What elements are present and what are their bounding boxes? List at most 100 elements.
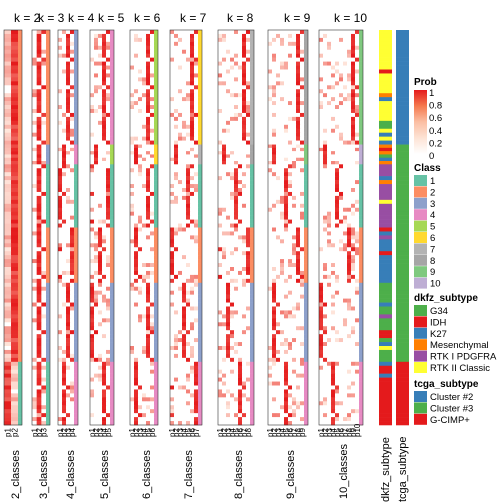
class-strip-cell bbox=[250, 334, 254, 339]
class-strip-cell bbox=[250, 310, 254, 315]
class-strip-cell bbox=[110, 274, 114, 280]
column-tick-label: p1 bbox=[168, 428, 177, 437]
prob-cell bbox=[70, 195, 75, 201]
class-strip-cell bbox=[304, 57, 308, 62]
prob-cell bbox=[242, 334, 247, 339]
prob-cell bbox=[90, 223, 95, 228]
prob-cell bbox=[246, 147, 251, 152]
class-strip-cell bbox=[154, 255, 158, 260]
prob-cell bbox=[186, 89, 191, 94]
prob-cell bbox=[138, 306, 143, 311]
prob-cell bbox=[66, 393, 71, 398]
class-strip-cell bbox=[18, 180, 22, 185]
prob-cell bbox=[70, 215, 75, 220]
prob-cell bbox=[186, 211, 191, 216]
prob-cell bbox=[11, 227, 19, 232]
class-strip-cell bbox=[250, 401, 254, 406]
class-strip-cell bbox=[18, 342, 22, 347]
prob-cell bbox=[130, 151, 135, 155]
prob-cell bbox=[102, 318, 107, 323]
prob-cell bbox=[194, 101, 199, 106]
prob-cell bbox=[130, 53, 135, 58]
class-strip-cell bbox=[304, 105, 308, 110]
prob-cell bbox=[288, 180, 293, 185]
prob-cell bbox=[102, 120, 107, 126]
class-strip-cell bbox=[250, 365, 254, 370]
prob-cell bbox=[242, 101, 247, 106]
prob-cell bbox=[170, 168, 175, 173]
prob-cell bbox=[292, 116, 297, 122]
prob-cell bbox=[41, 124, 47, 130]
prob-cell bbox=[32, 191, 37, 197]
prob-cell bbox=[11, 361, 19, 367]
class-strip-cell bbox=[250, 191, 254, 197]
prob-cell bbox=[62, 322, 67, 327]
prob-cell bbox=[58, 207, 63, 212]
prob-cell bbox=[178, 330, 183, 335]
prob-cell bbox=[94, 409, 99, 414]
prob-cell bbox=[242, 37, 247, 43]
prob-cell bbox=[62, 184, 67, 189]
prob-cell bbox=[182, 294, 187, 299]
prob-cell bbox=[41, 223, 47, 228]
prob-cell bbox=[242, 144, 247, 149]
prob-cell bbox=[90, 120, 95, 126]
class-strip-cell bbox=[110, 247, 114, 252]
prob-cell bbox=[292, 267, 297, 272]
prob-cell bbox=[186, 85, 191, 90]
prob-cell bbox=[70, 37, 75, 43]
prob-cell bbox=[36, 270, 42, 276]
prob-cell bbox=[222, 199, 227, 205]
prob-cell bbox=[102, 401, 107, 406]
prob-cell bbox=[138, 164, 143, 169]
prob-cell bbox=[242, 180, 247, 185]
class-strip-cell bbox=[110, 151, 114, 155]
prob-cell bbox=[90, 405, 95, 410]
prob-cell bbox=[4, 120, 12, 126]
class-strip-cell bbox=[110, 286, 114, 291]
class-strip-cell bbox=[74, 191, 78, 197]
prob-cell bbox=[58, 298, 63, 303]
prob-cell bbox=[296, 168, 301, 173]
prob-cell bbox=[94, 239, 99, 244]
prob-cell bbox=[170, 132, 175, 137]
class-strip-cell bbox=[18, 385, 22, 390]
prob-cell bbox=[142, 105, 147, 110]
class-strip-cell bbox=[74, 53, 78, 58]
prob-cell bbox=[98, 298, 103, 303]
prob-cell bbox=[138, 128, 143, 133]
prob-cell bbox=[300, 188, 305, 193]
prob-cell bbox=[246, 73, 251, 78]
prob-cell bbox=[226, 267, 231, 272]
prob-cell bbox=[246, 180, 251, 185]
prob-cell bbox=[238, 243, 243, 248]
prob-cell bbox=[222, 33, 227, 39]
prob-cell bbox=[66, 346, 71, 351]
prob-cell bbox=[178, 286, 183, 291]
prob-cell bbox=[242, 286, 247, 291]
prob-cell bbox=[226, 290, 231, 295]
prob-cell bbox=[70, 112, 75, 118]
prob-cell bbox=[300, 199, 305, 205]
prob-cell bbox=[178, 389, 183, 394]
prob-cell bbox=[4, 247, 12, 252]
prob-cell bbox=[98, 310, 103, 315]
prob-cell bbox=[182, 164, 187, 169]
prob-cell bbox=[194, 365, 199, 370]
prob-cell bbox=[142, 314, 147, 319]
prob-cell bbox=[32, 318, 37, 323]
prob-cell bbox=[36, 239, 42, 244]
prob-cell bbox=[242, 235, 247, 240]
prob-cell bbox=[138, 231, 143, 236]
prob-cell bbox=[134, 45, 139, 51]
prob-cell bbox=[178, 105, 183, 110]
prob-cell bbox=[4, 365, 12, 370]
prob-cell bbox=[226, 413, 231, 418]
prob-cell bbox=[66, 97, 71, 102]
prob-cell bbox=[268, 73, 273, 78]
prob-cell bbox=[242, 203, 247, 209]
prob-cell bbox=[222, 227, 227, 232]
prob-cell bbox=[226, 306, 231, 311]
prob-cell bbox=[146, 353, 151, 359]
prob-cell bbox=[234, 227, 239, 232]
